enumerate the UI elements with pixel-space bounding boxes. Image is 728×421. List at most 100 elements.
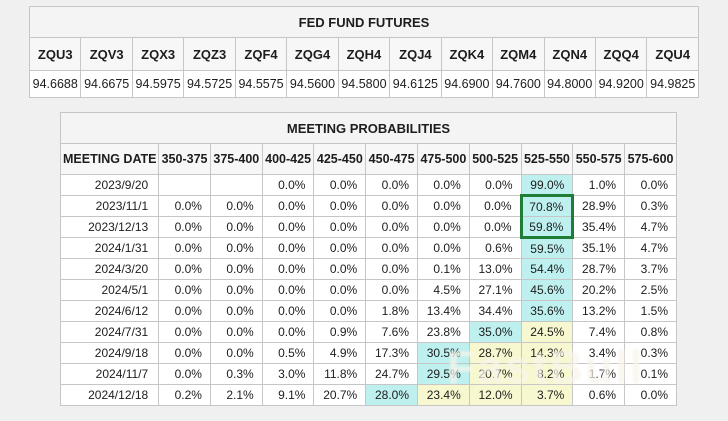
meeting-date-cell: 2024/7/31 xyxy=(59,321,160,343)
futures-contract-label: ZQJ4 xyxy=(389,37,442,71)
probability-cell: 0.0% xyxy=(624,174,677,196)
probability-cell: 28.0% xyxy=(365,384,418,406)
probability-cell: 27.1% xyxy=(468,279,522,301)
rate-range-header: 400-425 xyxy=(261,143,315,175)
probability-cell: 28.7% xyxy=(468,342,522,364)
prob-header-row: MEETING DATE 350-375 375-400 400-425 425-45… xyxy=(59,143,677,175)
futures-price-value: 94.5725 xyxy=(183,70,236,98)
futures-contract-label: ZQM4 xyxy=(492,37,545,71)
probability-cell: 4.7% xyxy=(624,216,677,238)
probability-cell: 11.8% xyxy=(313,363,367,385)
probability-cell: 3.4% xyxy=(572,342,626,364)
probability-cell: 0.6% xyxy=(572,384,626,406)
probability-cell: 0.0% xyxy=(158,258,211,280)
probability-cell: 0.0% xyxy=(313,237,367,259)
probability-cell: 0.0% xyxy=(158,363,211,385)
probability-cell: 0.0% xyxy=(365,174,418,196)
probability-cell: 0.0% xyxy=(261,300,315,322)
meeting-date-cell: 2023/11/1 xyxy=(59,195,160,217)
futures-contract-label: ZQZ3 xyxy=(183,37,236,71)
futures-contract-label: ZQV3 xyxy=(80,37,133,71)
probability-cell: 0.8% xyxy=(624,321,677,343)
probability-cell: 23.8% xyxy=(417,321,470,343)
prob-body: MEETING PROBABILITIES MEETING DATE 350-3… xyxy=(59,112,677,406)
prob-row: 2023/11/1 0.0% 0.0% 0.0% 0.0% 0.0% 0.0% 0.0% 70.… xyxy=(59,194,677,217)
futures-price-value: 94.7600 xyxy=(492,70,545,98)
probability-cell: 34.4% xyxy=(468,300,522,322)
probability-cell: 70.8% xyxy=(519,194,575,217)
futures-contract-label: ZQK4 xyxy=(440,37,494,71)
probability-cell: 0.0% xyxy=(158,195,211,217)
probability-cell: 3.0% xyxy=(261,363,315,385)
futures-contract-label: ZQH4 xyxy=(337,37,391,71)
probability-cell: 0.0% xyxy=(261,279,315,301)
probability-cell: 12.0% xyxy=(468,384,522,406)
probability-cell: 0.0% xyxy=(468,195,522,217)
futures-contract-label: ZQF4 xyxy=(234,37,288,71)
futures-price-value: 94.5975 xyxy=(131,70,185,98)
prob-row: 2024/7/31 0.0% 0.0% 0.0% 0.9% 7.6% 23.8% 35.0% 2… xyxy=(59,321,677,343)
probability-cell: 3.7% xyxy=(520,384,574,406)
probability-cell: 4.7% xyxy=(624,237,677,259)
rate-range-header: 425-450 xyxy=(313,143,367,175)
probability-cell: 0.0% xyxy=(417,216,470,238)
rate-range-header: 500-525 xyxy=(468,143,522,175)
meeting-date-header: MEETING DATE xyxy=(59,143,160,175)
futures-price-value: 94.6125 xyxy=(389,70,442,98)
probability-cell: 0.0% xyxy=(209,237,263,259)
probability-cell: 7.4% xyxy=(572,321,626,343)
probability-cell: 0.0% xyxy=(158,321,211,343)
probability-cell: 0.0% xyxy=(261,174,315,196)
prob-row: 2023/9/20 0.0% 0.0% 0.0% 0.0% 0.0% 99.0% 1.0% 0.… xyxy=(59,174,677,196)
probability-cell: 17.3% xyxy=(365,342,418,364)
rate-range-header: 525-550 xyxy=(520,143,574,175)
probability-cell: 23.4% xyxy=(417,384,470,406)
probability-cell: 0.0% xyxy=(468,174,522,196)
meeting-date-cell: 2024/1/31 xyxy=(59,237,160,259)
probability-cell: 13.4% xyxy=(417,300,470,322)
probability-cell: 0.6% xyxy=(468,237,522,259)
probability-cell: 13.0% xyxy=(468,258,522,280)
probability-cell: 0.0% xyxy=(313,174,367,196)
probability-cell: 0.2% xyxy=(158,384,211,406)
probability-cell: 0.0% xyxy=(313,216,367,238)
prob-row: 2023/12/13 0.0% 0.0% 0.0% 0.0% 0.0% 0.0% 0.0% 59… xyxy=(59,216,677,239)
probability-cell: 0.0% xyxy=(365,279,418,301)
meeting-date-cell: 2023/12/13 xyxy=(59,216,160,238)
probability-cell: 0.0% xyxy=(209,195,263,217)
prob-row: 2024/9/18 0.0% 0.0% 0.5% 4.9% 17.3% 30.5% 28.7%… xyxy=(59,342,677,364)
meeting-probabilities-table: MEETING PROBABILITIES MEETING DATE 350-3… xyxy=(59,112,677,406)
probability-cell: 0.1% xyxy=(417,258,470,280)
rate-range-header: 575-600 xyxy=(624,143,677,175)
probability-cell: 20.7% xyxy=(313,384,367,406)
probability-cell: 0.0% xyxy=(468,216,522,238)
probability-cell: 0.0% xyxy=(313,300,367,322)
probability-cell: 0.0% xyxy=(365,195,418,217)
probability-cell: 0.0% xyxy=(313,279,367,301)
probability-cell: 3.7% xyxy=(624,258,677,280)
probability-cell: 14.3% xyxy=(520,342,574,364)
probability-cell: 1.7% xyxy=(572,363,626,385)
probability-cell: 2.5% xyxy=(624,279,677,301)
futures-contract-label: ZQX3 xyxy=(131,37,185,71)
rate-range-header: 350-375 xyxy=(158,143,211,175)
probability-cell: 9.1% xyxy=(261,384,315,406)
probability-cell: 35.6% xyxy=(520,300,574,322)
probability-cell: 0.0% xyxy=(158,279,211,301)
probability-cell: 0.9% xyxy=(313,321,367,343)
probability-cell xyxy=(158,174,211,196)
futures-price-value: 94.8000 xyxy=(543,70,596,98)
probability-cell: 0.0% xyxy=(365,237,418,259)
probability-cell: 1.0% xyxy=(572,174,626,196)
futures-contract-label: ZQG4 xyxy=(286,37,339,71)
rate-range-header: 550-575 xyxy=(572,143,626,175)
probability-cell: 0.0% xyxy=(209,216,263,238)
probability-cell: 59.5% xyxy=(520,237,574,259)
probability-cell: 29.5% xyxy=(417,363,470,385)
futures-price-value: 94.6675 xyxy=(80,70,133,98)
probability-cell: 0.0% xyxy=(261,258,315,280)
prob-title-row: MEETING PROBABILITIES xyxy=(60,112,677,144)
meeting-date-cell: 2023/9/20 xyxy=(59,174,160,196)
meeting-date-cell: 2024/3/20 xyxy=(59,258,160,280)
futures-price-row: 94.6688 94.6675 94.5975 94.5725 94.5575 94.56… xyxy=(28,70,699,98)
